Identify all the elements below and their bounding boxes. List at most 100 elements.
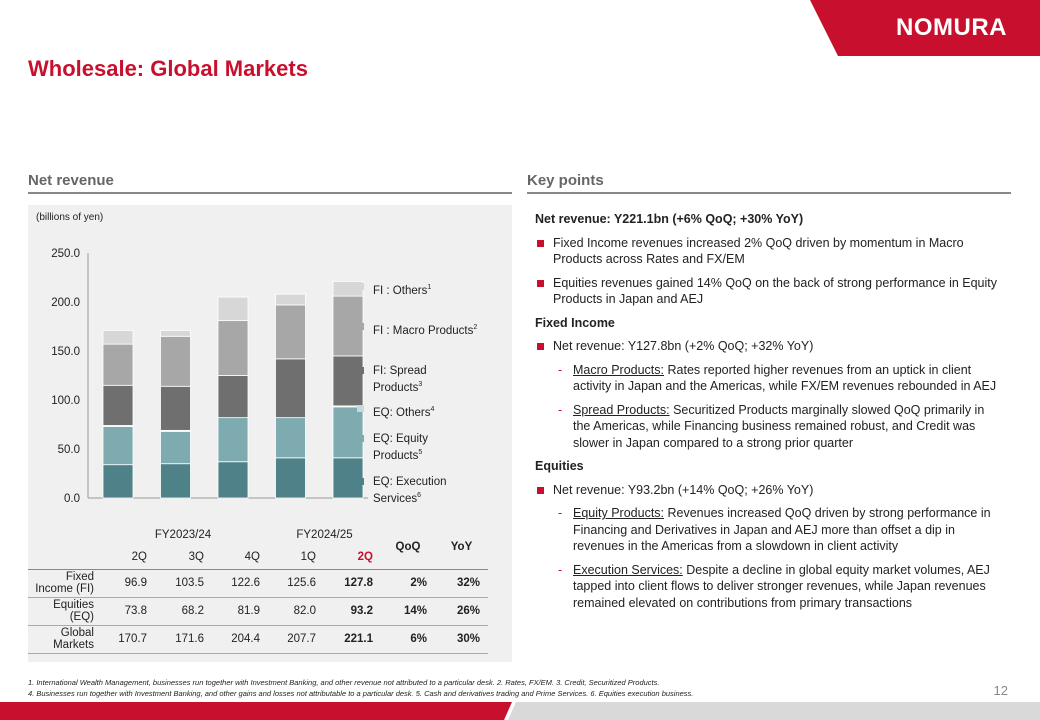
legend-eq-equity: EQ: Equity Products5 xyxy=(357,433,428,463)
table-quarter-row: 2Q 3Q 4Q 1Q 2Q xyxy=(28,545,488,570)
cell: 171.6 xyxy=(155,625,212,654)
cell: 73.8 xyxy=(98,597,155,626)
fy-label-2: FY2024/25 xyxy=(296,529,353,541)
table-row: Equities (EQ) 73.8 68.2 81.9 82.0 93.2 14… xyxy=(28,597,488,626)
nomura-logo: NOMURA xyxy=(868,14,1018,42)
bar-segment xyxy=(217,461,249,499)
bar-segment xyxy=(102,330,134,345)
legend-fi-spread: FI: Spread Products3 xyxy=(357,365,427,395)
legend-eq-others: EQ: Others4 xyxy=(357,403,434,420)
bar-segment xyxy=(160,330,191,337)
cell: 82.0 xyxy=(268,597,324,626)
table-row: Fixed Income (FI) 96.9 103.5 122.6 125.6 … xyxy=(28,569,488,598)
kp-bullet: Equities revenues gained 14% QoQ on the … xyxy=(535,275,1005,308)
kp-sub-label: Spread Products: xyxy=(573,402,670,417)
footnotes: 1. International Wealth Management, busi… xyxy=(28,677,693,699)
cell: 68.2 xyxy=(155,597,212,626)
legend-label-line1: FI: Spread xyxy=(373,365,427,377)
kp-sub-label: Macro Products: xyxy=(573,362,665,377)
kp-eq-heading: Equities xyxy=(535,459,584,473)
legend-label-line1: EQ: Execution xyxy=(373,476,447,488)
table-fy-row: FY2023/24 FY2024/25 QoQ YoY xyxy=(28,525,488,570)
revenue-table: FY2023/24 FY2024/25 QoQ YoY 2Q 3Q 4Q 1Q … xyxy=(28,525,488,654)
legend-label-line2: Products xyxy=(373,381,419,394)
kp-sub-bullet: Spread Products: Securitized Products ma… xyxy=(535,402,1005,452)
footnote-line: 4. Businesses run together with Investme… xyxy=(28,689,694,698)
bar-segment xyxy=(332,355,364,407)
kp-sub-bullet: Macro Products: Rates reported higher re… xyxy=(535,362,1005,395)
legend-swatch xyxy=(357,367,364,374)
legend-label-line2: Services xyxy=(373,492,418,505)
kp-sub-bullet: Execution Services: Despite a decline in… xyxy=(535,562,1005,612)
row-label-line2: (EQ) xyxy=(69,611,94,623)
chart-units-label: (billions of yen) xyxy=(36,212,104,223)
bar-segment xyxy=(217,417,249,463)
row-label-line2: Income (FI) xyxy=(35,583,94,595)
bar-segment xyxy=(275,457,306,499)
bar-segment xyxy=(332,406,364,459)
kp-fi-heading: Fixed Income xyxy=(535,315,615,330)
bar-segment xyxy=(217,320,249,376)
quarter-header: 1Q xyxy=(268,545,324,570)
kp-sub-text: Revenues increased QoQ driven by strong … xyxy=(573,506,991,553)
page-title: Wholesale: Global Markets xyxy=(28,56,308,81)
cell-yoy: 30% xyxy=(435,625,488,654)
bar-segment xyxy=(160,463,191,499)
cell: 204.4 xyxy=(212,625,268,654)
kp-sub-text: Despite a decline in global equity marke… xyxy=(573,562,990,610)
footer-decoration xyxy=(0,702,1040,720)
legend-swatch xyxy=(357,283,364,290)
cell: 96.9 xyxy=(98,569,155,598)
bar-segment xyxy=(217,296,249,322)
bar-segment xyxy=(102,426,134,466)
qoq-header: QoQ xyxy=(381,525,435,570)
yoy-header: YoY xyxy=(435,525,488,570)
kp-net-revenue: Net revenue: Y221.1bn (+6% QoQ; +30% YoY… xyxy=(535,212,804,226)
legend-fi-others: FI : Others1 xyxy=(357,281,432,298)
legend-sup: 5 xyxy=(418,449,423,456)
cell-current: 127.8 xyxy=(324,569,381,598)
cell-qoq: 6% xyxy=(381,625,435,654)
kp-bullet: Net revenue: Y93.2bn (+14% QoQ; +26% YoY… xyxy=(535,482,1005,499)
cell: 125.6 xyxy=(268,569,324,598)
legend-sup: 6 xyxy=(417,492,422,499)
kp-bullet: Net revenue: Y127.8bn (+2% QoQ; +32% YoY… xyxy=(535,338,1005,355)
cell-yoy: 32% xyxy=(435,569,488,598)
table-row: Global Markets 170.7 171.6 204.4 207.7 22… xyxy=(28,625,488,654)
bar-segment xyxy=(275,417,306,459)
quarter-header: 2Q xyxy=(98,545,155,570)
legend-sup: 3 xyxy=(418,381,423,388)
cell-yoy: 26% xyxy=(435,597,488,626)
row-label-line2: Markets xyxy=(53,639,94,651)
cell: 81.9 xyxy=(212,597,268,626)
quarter-header-current: 2Q xyxy=(324,545,381,570)
quarter-header: 3Q xyxy=(155,545,212,570)
cell-qoq: 2% xyxy=(381,569,435,598)
kp-sub-label: Execution Services: xyxy=(573,562,683,577)
net-revenue-chart-panel: (billions of yen) 0.0 50.0 100.0 150.0 200.0… xyxy=(28,205,512,662)
legend-sup: 1 xyxy=(427,284,432,291)
header-decoration xyxy=(810,0,1040,56)
bar-segment xyxy=(275,293,306,306)
kp-sub-text: Securitized Products marginally slowed Q… xyxy=(573,402,985,450)
legend-label-line1: EQ: Equity xyxy=(373,433,428,445)
cell: 103.5 xyxy=(155,569,212,598)
quarter-header: 4Q xyxy=(212,545,268,570)
legend-swatch xyxy=(357,435,364,442)
kp-bullet: Fixed Income revenues increased 2% QoQ d… xyxy=(535,235,1005,268)
bar-segment xyxy=(217,375,249,419)
bar-segment xyxy=(160,335,191,387)
key-points: Net revenue: Y221.1bn (+6% QoQ; +30% YoY… xyxy=(535,211,1005,618)
bar-segment xyxy=(102,343,134,386)
cell-qoq: 14% xyxy=(381,597,435,626)
row-label-line1: Fixed xyxy=(65,571,94,583)
y-tick-label: 50.0 xyxy=(58,444,80,456)
row-label-line1: Global xyxy=(60,627,94,639)
y-tick-label: 100.0 xyxy=(51,395,80,407)
bar-segment xyxy=(160,385,191,431)
bar-segment xyxy=(275,358,306,419)
row-label: Equities (EQ) xyxy=(28,597,98,626)
cell-current: 93.2 xyxy=(324,597,381,626)
bar-segment xyxy=(275,304,306,360)
row-label: Fixed Income (FI) xyxy=(28,569,98,598)
